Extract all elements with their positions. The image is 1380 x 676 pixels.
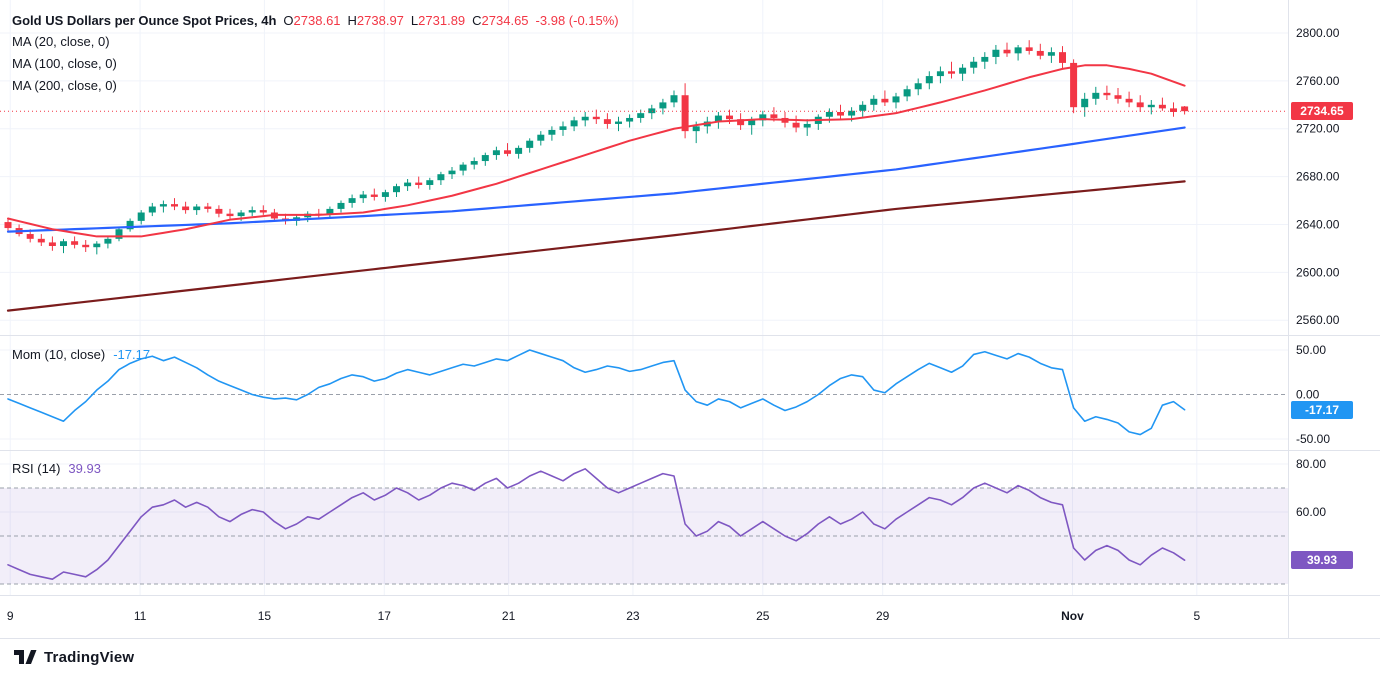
momentum-label: Mom (10, close) — [12, 347, 106, 362]
ohlc-low: L2731.89 — [410, 13, 466, 28]
change-value: -3.98 (-0.15%) — [535, 13, 619, 28]
symbol-ohlc-row: Gold US Dollars per Ounce Spot Prices, 4… — [12, 10, 619, 31]
momentum-axis-label: -50.00 — [1296, 432, 1330, 446]
momentum-value: -17.17 — [113, 347, 151, 362]
ma20-legend[interactable]: MA (20, close, 0) — [12, 31, 619, 53]
momentum-pane[interactable] — [0, 349, 1288, 436]
rsi-axis-label: 60.00 — [1296, 505, 1326, 519]
price-axis-label: 2640.00 — [1296, 217, 1340, 231]
time-axis-label: 15 — [258, 609, 272, 623]
ohlc-close: C2734.65 — [472, 13, 529, 28]
price-axis-label: 2600.00 — [1296, 265, 1340, 279]
ohlc-open: O2738.61 — [283, 13, 341, 28]
price-legend: Gold US Dollars per Ounce Spot Prices, 4… — [12, 10, 619, 97]
tradingview-logo-icon[interactable] — [14, 650, 37, 665]
price-axis-label: 2720.00 — [1296, 122, 1340, 136]
ma100-legend[interactable]: MA (100, close, 0) — [12, 53, 619, 75]
time-axis-label: 25 — [756, 609, 770, 623]
pane-separators — [0, 0, 1380, 639]
rsi-value-badge: 39.93 — [1291, 551, 1353, 570]
tradingview-brand-text[interactable]: TradingView — [44, 649, 135, 666]
grid — [0, 0, 1288, 595]
time-axis-label: 5 — [1193, 609, 1200, 623]
time-axis-label: Nov — [1061, 609, 1084, 623]
rsi-label: RSI (14) — [12, 461, 61, 476]
price-axis-label: 2560.00 — [1296, 313, 1340, 327]
rsi-legend[interactable]: RSI (14) 39.93 — [12, 461, 101, 476]
price-axis-label: 2760.00 — [1296, 74, 1340, 88]
time-axis-label: 29 — [876, 609, 890, 623]
price-axis-label: 2680.00 — [1296, 170, 1340, 184]
ma100-label: MA (100, close, 0) — [12, 56, 117, 71]
momentum-axis-label: 0.00 — [1296, 388, 1320, 402]
last-price-badge: 2734.65 — [1291, 102, 1353, 121]
rsi-pane[interactable] — [0, 467, 1288, 585]
ma200-legend[interactable]: MA (200, close, 0) — [12, 75, 619, 97]
time-axis-label: 11 — [134, 609, 147, 623]
momentum-value-badge: -17.17 — [1291, 400, 1353, 419]
time-axis-label: 21 — [502, 609, 516, 623]
price-axis[interactable]: 2800.00 2760.00 2720.00 2680.00 2640.00 2600.… — [1296, 26, 1340, 519]
momentum-axis-label: 50.00 — [1296, 343, 1326, 357]
rsi-axis-label: 80.00 — [1296, 457, 1326, 471]
rsi-value: 39.93 — [68, 461, 101, 476]
time-axis[interactable]: 9 11 15 17 21 23 25 29 Nov 5 — [7, 609, 1201, 623]
ma20-label: MA (20, close, 0) — [12, 34, 110, 49]
ohlc-high: H2738.97 — [347, 13, 404, 28]
time-axis-label: 9 — [7, 609, 14, 623]
price-pane[interactable] — [0, 40, 1288, 312]
chart-title: Gold US Dollars per Ounce Spot Prices, 4… — [12, 13, 277, 28]
time-axis-label: 23 — [626, 609, 640, 623]
momentum-legend[interactable]: Mom (10, close) -17.17 — [12, 347, 150, 362]
ma200-label: MA (200, close, 0) — [12, 78, 117, 93]
time-axis-label: 17 — [378, 609, 392, 623]
footer-bar: TradingView — [0, 639, 1380, 676]
price-axis-label: 2800.00 — [1296, 26, 1340, 40]
